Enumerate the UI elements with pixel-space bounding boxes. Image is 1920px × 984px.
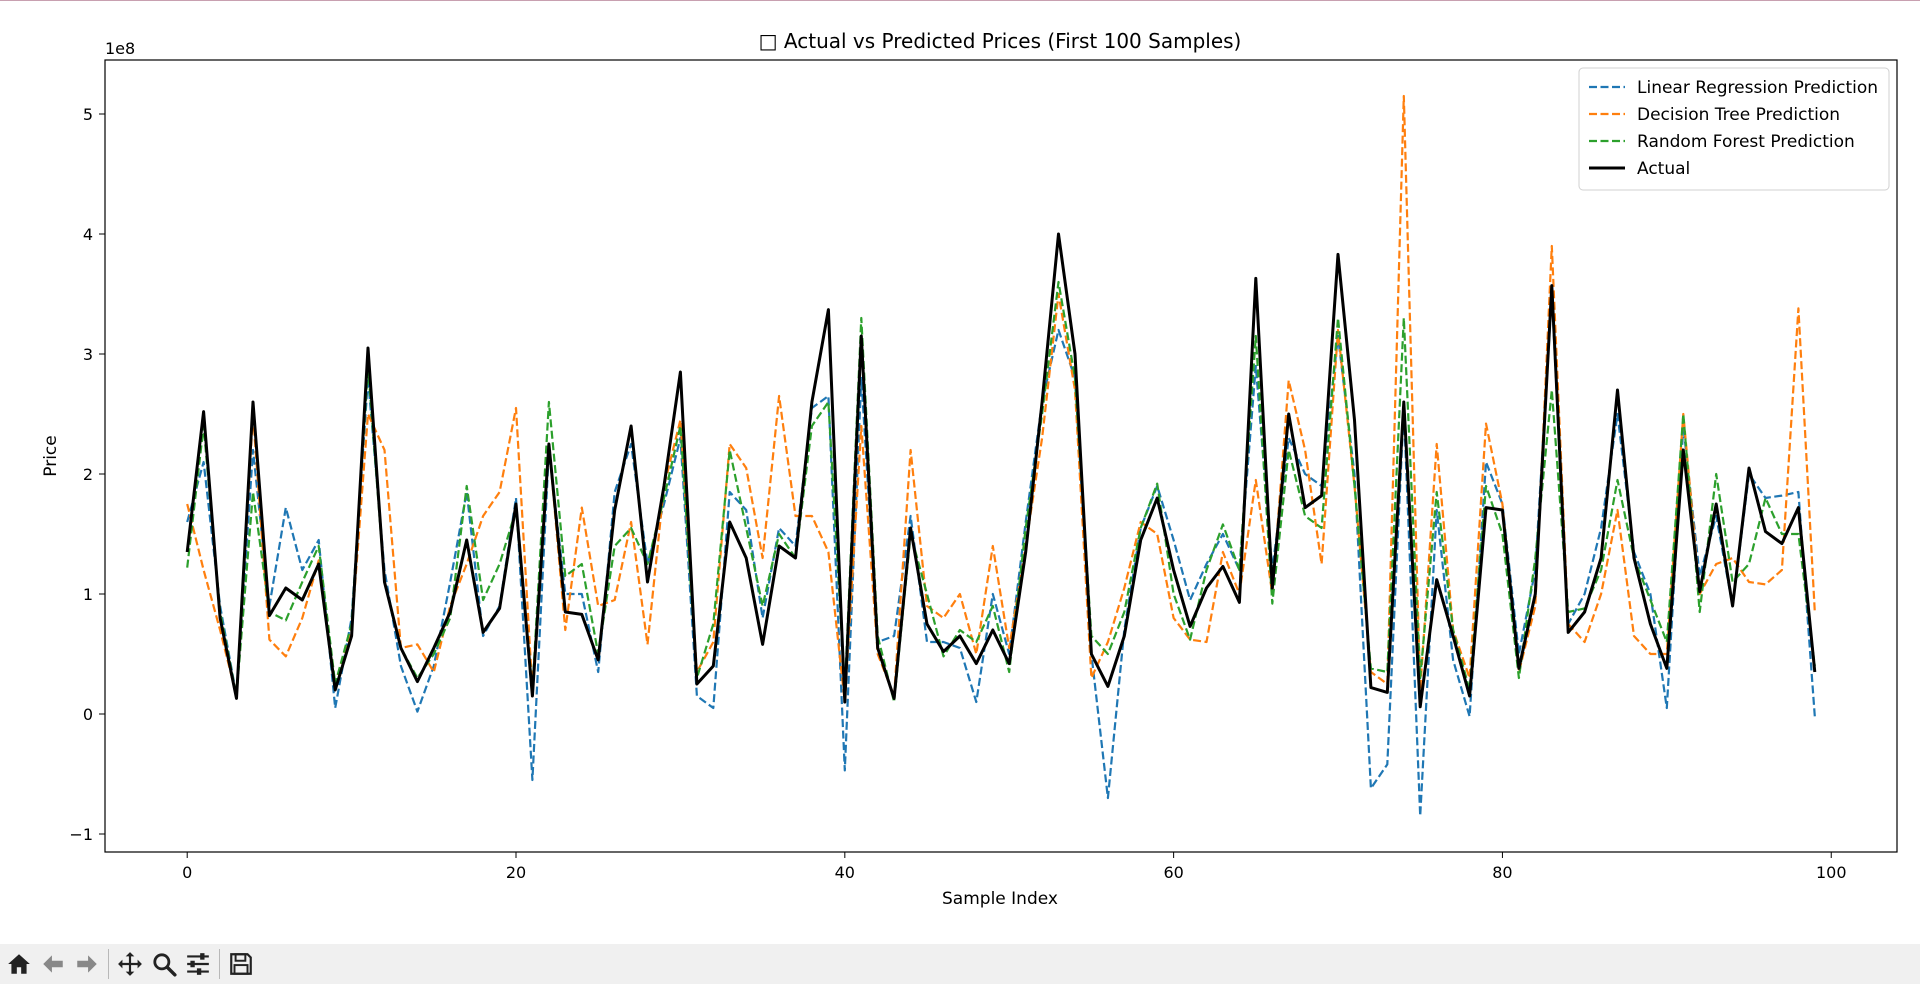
series-line-linear-regression-prediction <box>186 292 1816 818</box>
x-tick-label: 40 <box>835 863 855 882</box>
home-button[interactable] <box>2 947 36 981</box>
navigation-toolbar <box>0 944 1920 984</box>
zoom-magnifier-icon <box>153 953 177 977</box>
configure-subplots-icon <box>187 953 209 975</box>
window-top-border <box>0 0 1920 1</box>
configure-subplots-button[interactable] <box>181 947 215 981</box>
legend-label: Random Forest Prediction <box>1637 132 1855 152</box>
y-tick-label: 2 <box>83 465 93 484</box>
home-icon <box>8 954 30 974</box>
back-button[interactable] <box>36 947 70 981</box>
axes-frame <box>104 59 1898 853</box>
y-tick-label: 4 <box>83 225 93 244</box>
back-arrow-icon <box>43 955 63 973</box>
save-floppy-icon <box>230 953 252 975</box>
series-line-actual <box>185 232 1817 709</box>
legend-box <box>1578 67 1890 191</box>
toolbar-separator <box>219 949 220 979</box>
y-axis-label: Price <box>41 435 61 476</box>
x-tick-label: 0 <box>182 863 192 882</box>
y-tick-label: −1 <box>69 825 93 844</box>
legend-label: Decision Tree Prediction <box>1637 105 1840 125</box>
chart-figure: □ Actual vs Predicted Prices (First 100 … <box>41 29 1898 909</box>
pan-move-icon <box>118 952 142 976</box>
pan-button[interactable] <box>113 947 147 981</box>
toolbar-separator <box>108 949 109 979</box>
series-lines <box>185 94 1817 818</box>
legend-label: Linear Regression Prediction <box>1637 78 1878 98</box>
y-tick-label: 5 <box>83 105 93 124</box>
legend-label: Actual <box>1637 159 1690 179</box>
x-tick-label: 80 <box>1492 863 1512 882</box>
forward-button[interactable] <box>70 947 104 981</box>
y-tick-label: 3 <box>83 345 93 364</box>
x-axis-ticks: 0 20 40 60 80 100 <box>182 852 1847 882</box>
series-line-random-forest-prediction <box>186 280 1816 704</box>
y-tick-label: 0 <box>83 705 93 724</box>
zoom-button[interactable] <box>147 947 181 981</box>
forward-arrow-icon <box>77 955 97 973</box>
legend: Linear Regression Prediction Decision Tre… <box>1578 67 1890 191</box>
x-axis-label: Sample Index <box>942 889 1058 909</box>
x-tick-label: 60 <box>1163 863 1183 882</box>
chart-title: □ Actual vs Predicted Prices (First 100 … <box>759 29 1242 53</box>
y-tick-label: 1 <box>83 585 93 604</box>
x-tick-label: 20 <box>506 863 526 882</box>
y-offset-text: 1e8 <box>105 39 135 58</box>
y-axis-ticks: −1 0 1 2 3 4 5 <box>69 105 105 844</box>
x-tick-label: 100 <box>1816 863 1847 882</box>
save-button[interactable] <box>224 947 258 981</box>
